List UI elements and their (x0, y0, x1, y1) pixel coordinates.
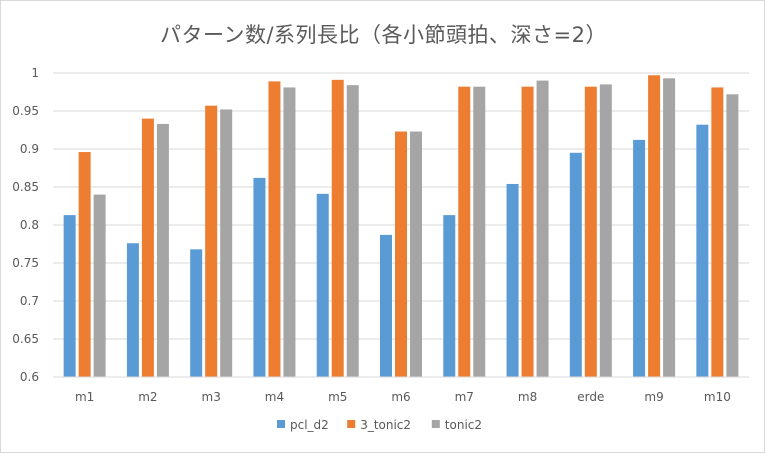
bar-3_tonic2-m6 (395, 131, 407, 377)
bar-tonic2-m10 (726, 94, 739, 377)
x-tick-label: m2 (138, 390, 157, 404)
legend-swatch-tonic2 (431, 420, 440, 428)
bar-tonic2-m2 (156, 123, 169, 377)
bar-pcl_d2-m6 (380, 234, 392, 377)
legend-label-pcl_d2: pcl_d2 (290, 418, 329, 432)
chart-title: パターン数/系列長比（各小節頭拍、深さ=2） (160, 23, 607, 47)
bar-pcl_d2-m4 (253, 177, 266, 377)
legend: pcl_d2 3_tonic2 tonic2 (277, 418, 482, 432)
bar-3_tonic2-m9 (648, 75, 661, 377)
bar-pcl_d2-m8 (506, 183, 519, 377)
bar-tonic2-m3 (220, 109, 233, 377)
y-tick-label: 0.65 (12, 332, 39, 346)
bar-tonic2-m7 (473, 86, 486, 378)
bar-3_tonic2-m8 (521, 86, 534, 378)
bar-tonic2-m4 (283, 87, 296, 377)
x-axis: m1 m2 m3 m4 m5 m6 m7 m8 erde m9 m10 (53, 376, 749, 404)
y-tick-label: 1 (31, 66, 39, 80)
y-axis-ticks: 0.6 0.65 0.7 0.75 0.8 0.85 0.9 0.95 1 (12, 66, 39, 384)
x-tick-label: erde (577, 390, 604, 404)
bar-3_tonic2-m5 (331, 79, 344, 377)
x-tick-label: m9 (644, 390, 663, 404)
legend-label-3_tonic2: 3_tonic2 (360, 418, 411, 432)
bar-3_tonic2-m4 (268, 81, 281, 378)
bar-3_tonic2-m1 (78, 152, 91, 377)
bar-pcl_d2-m5 (316, 193, 329, 377)
bar-pcl_d2-m10 (696, 124, 709, 378)
x-tick-label: m7 (455, 390, 474, 404)
bar-tonic2-erde (599, 84, 612, 378)
bar-pcl_d2-m7 (443, 215, 456, 377)
x-tick-label: m1 (75, 390, 94, 404)
legend-swatch-3_tonic2 (347, 420, 356, 428)
x-tick-label: m3 (202, 390, 221, 404)
bar-pcl_d2-m2 (126, 243, 139, 377)
bars (63, 75, 739, 378)
y-tick-label: 0.85 (12, 180, 39, 194)
bar-3_tonic2-m10 (711, 87, 724, 377)
bar-3_tonic2-erde (584, 86, 597, 378)
x-tick-label: m5 (328, 390, 347, 404)
bar-pcl_d2-erde (569, 152, 582, 377)
bar-3_tonic2-m3 (205, 105, 218, 378)
y-tick-label: 0.6 (20, 370, 39, 384)
bar-tonic2-m8 (536, 80, 549, 377)
bar-3_tonic2-m7 (458, 86, 471, 378)
x-tick-label: m6 (391, 390, 410, 404)
y-tick-label: 0.8 (20, 218, 39, 232)
bar-3_tonic2-m2 (141, 118, 154, 377)
bar-tonic2-m6 (410, 131, 422, 377)
legend-label-tonic2: tonic2 (445, 418, 482, 432)
x-tick-label: m4 (265, 390, 284, 404)
bar-tonic2-m9 (663, 78, 676, 377)
bar-tonic2-m5 (346, 85, 359, 377)
bar-pcl_d2-m1 (63, 215, 76, 377)
x-tick-label: m10 (704, 390, 731, 404)
x-tick-label: m8 (518, 390, 537, 404)
legend-swatch-pcl_d2 (277, 420, 285, 428)
bar-tonic2-m1 (93, 194, 106, 377)
bar-pcl_d2-m3 (190, 249, 203, 377)
y-tick-label: 0.75 (12, 256, 39, 270)
y-tick-label: 0.9 (20, 142, 39, 156)
y-tick-label: 0.95 (12, 104, 39, 118)
bar-pcl_d2-m9 (633, 139, 646, 377)
y-tick-label: 0.7 (20, 294, 39, 308)
